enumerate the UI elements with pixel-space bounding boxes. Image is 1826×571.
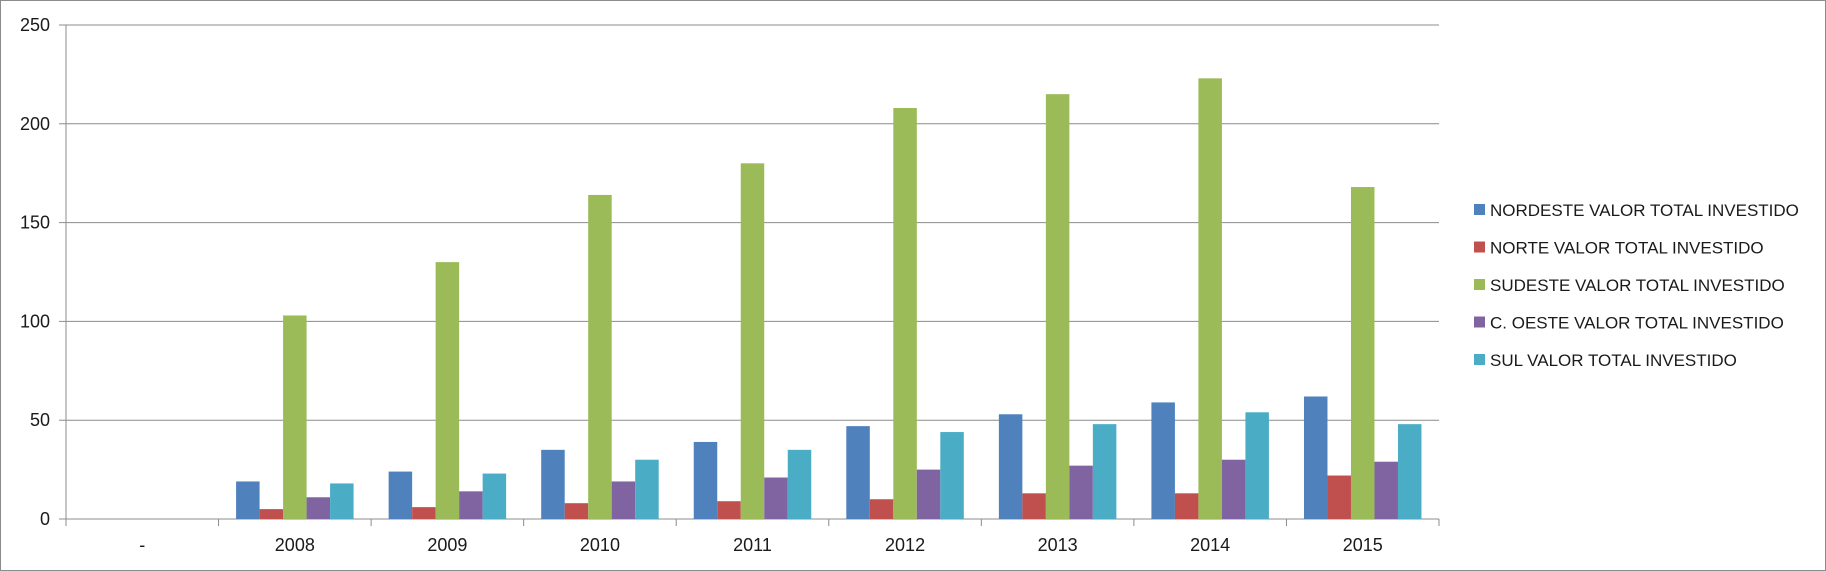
x-tick-label: 2015: [1343, 535, 1383, 555]
x-tick-label: 2012: [885, 535, 925, 555]
x-tick-label: 2010: [580, 535, 620, 555]
tick-labels: 0 50 100 150 200 250 - 2008 2009 2010 2011 2012 2013…: [20, 15, 1383, 555]
bar: [564, 503, 589, 519]
bar: [259, 509, 284, 519]
y-tick-label: 200: [20, 114, 50, 134]
bar: [236, 481, 260, 519]
y-tick-label: 0: [40, 509, 50, 529]
bar: [1151, 402, 1175, 519]
bar: [459, 491, 483, 519]
bar: [412, 507, 436, 519]
bar: [435, 262, 460, 519]
bar: [1174, 493, 1199, 519]
x-tick-label: 2008: [275, 535, 315, 555]
legend-swatch: [1474, 354, 1485, 365]
bar: [1374, 461, 1398, 519]
bar: [1397, 424, 1422, 519]
bar: [306, 497, 331, 519]
bar: [1245, 412, 1269, 519]
bar: [611, 481, 636, 519]
bar: [330, 483, 354, 519]
bar: [1198, 78, 1222, 520]
y-tick-label: 100: [20, 311, 50, 331]
x-tick-label: 2013: [1038, 535, 1078, 555]
bar: [283, 315, 307, 519]
x-tick-label: 2011: [733, 535, 772, 555]
bar: [1022, 493, 1046, 519]
bar: [1092, 424, 1117, 519]
bar: [764, 477, 788, 519]
bar: [740, 163, 765, 519]
x-tick-label: 2009: [427, 535, 467, 555]
legend-label: C. OESTE VALOR TOTAL INVESTIDO: [1490, 314, 1784, 333]
legend-label: SUDESTE VALOR TOTAL INVESTIDO: [1490, 276, 1785, 295]
x-tick-label: -: [139, 535, 145, 555]
bar: [693, 441, 718, 519]
bar: [541, 449, 565, 519]
bar: [869, 499, 894, 519]
bar: [893, 107, 917, 519]
bar: [1303, 396, 1328, 519]
bars: [236, 78, 1422, 520]
bar: [916, 469, 941, 519]
bar: [846, 426, 870, 519]
bar: [998, 414, 1023, 519]
x-tick-label: 2014: [1190, 535, 1230, 555]
y-tick-label: 250: [20, 15, 50, 35]
bar: [1221, 459, 1246, 519]
legend-swatch: [1474, 279, 1485, 290]
bar: [635, 459, 659, 519]
legend-swatch: [1474, 241, 1485, 253]
legend-label: NORDESTE VALOR TOTAL INVESTIDO: [1490, 201, 1799, 220]
bar: [482, 473, 507, 519]
bar: [717, 501, 741, 519]
legend: NORDESTE VALOR TOTAL INVESTIDO NORTE VALO…: [1474, 201, 1799, 370]
y-tick-label: 50: [30, 410, 50, 430]
bar: [1327, 475, 1351, 519]
legend-label: NORTE VALOR TOTAL INVESTIDO: [1490, 239, 1764, 258]
bar: [1045, 94, 1070, 519]
y-tick-label: 150: [20, 213, 50, 233]
bar: [588, 194, 612, 519]
bar: [1069, 465, 1093, 519]
legend-label: SUL VALOR TOTAL INVESTIDO: [1490, 351, 1737, 370]
bar: [1350, 187, 1375, 520]
bar: [787, 449, 812, 519]
legend-swatch: [1474, 316, 1485, 328]
bar: [940, 432, 964, 519]
bar: [388, 471, 413, 519]
legend-swatch: [1474, 204, 1485, 215]
